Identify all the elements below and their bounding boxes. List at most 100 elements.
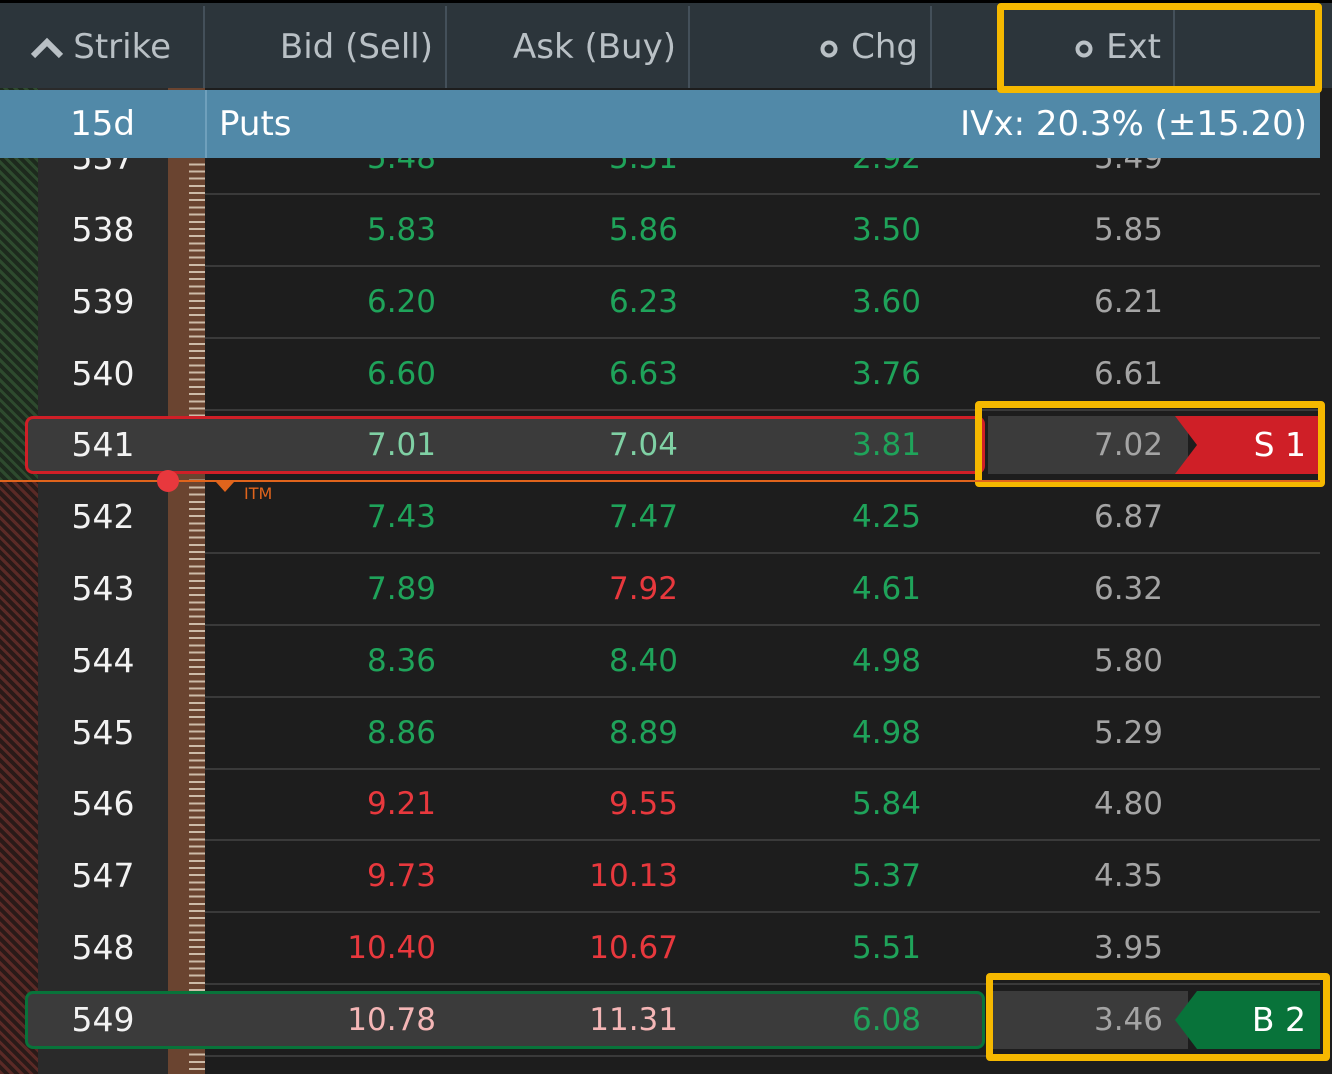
tag-fill	[1175, 990, 1320, 1049]
chg: 4.61	[851, 571, 921, 607]
itm-marker	[157, 470, 179, 492]
header-label: Chg	[851, 27, 918, 67]
chg: 6.08	[851, 1001, 921, 1038]
ruler	[168, 70, 205, 1074]
bid[interactable]: 6.60	[366, 355, 436, 392]
selected-row[interactable]	[25, 416, 985, 475]
ask[interactable]: 8.89	[608, 714, 678, 751]
itm-label: ITM	[244, 484, 273, 503]
row-separator	[205, 336, 1320, 339]
ivx-label: IVx: 20.3% (±15.20)	[960, 104, 1307, 144]
chg: 3.50	[851, 212, 921, 248]
header-ext[interactable]: Ext	[932, 6, 1175, 88]
header-bid[interactable]: Bid (Sell)	[205, 6, 447, 88]
ext: 4.80	[1093, 786, 1163, 823]
selected-row[interactable]	[25, 990, 985, 1049]
row-separator	[205, 983, 1320, 985]
order-label: S 1	[1253, 425, 1306, 465]
ext: 5.80	[1093, 642, 1163, 679]
row-separator	[205, 624, 1320, 626]
strike: 549	[71, 999, 135, 1039]
row-separator	[205, 911, 1320, 914]
expiration-bar[interactable]: 15d Puts IVx: 20.3% (±15.20)	[0, 90, 1320, 158]
bid[interactable]: 8.36	[366, 642, 436, 679]
ask[interactable]: 7.92	[608, 571, 678, 607]
chg: 3.60	[851, 283, 921, 320]
days-to-expiry: 15d	[70, 104, 135, 144]
strike: 538	[71, 210, 135, 249]
header-strike[interactable]: Strike	[0, 6, 205, 88]
chg: 5.37	[851, 858, 921, 895]
ext: 4.35	[1093, 858, 1163, 895]
ask[interactable]: 7.47	[608, 499, 678, 536]
otm-hatch	[0, 481, 38, 1074]
order-tag[interactable]: B 2	[1175, 990, 1320, 1049]
bid[interactable]: 9.21	[366, 786, 436, 823]
ask[interactable]: 5.86	[608, 212, 678, 248]
order-tag[interactable]: S 1	[1175, 416, 1320, 475]
header-ask[interactable]: Ask (Buy)	[447, 6, 690, 88]
bid[interactable]: 6.20	[366, 283, 436, 320]
ext-cell-bg	[988, 416, 1188, 475]
tag-shape	[1175, 990, 1320, 1049]
order-label: B 2	[1251, 999, 1306, 1039]
bid[interactable]: 5.83	[366, 212, 436, 248]
highlight-box	[975, 401, 1325, 488]
ext: 6.32	[1093, 571, 1163, 607]
chg: 4.25	[851, 499, 921, 536]
itm-pointer	[216, 482, 234, 492]
tag-shape	[1175, 416, 1320, 475]
ask[interactable]: 7.04	[608, 427, 678, 464]
ext-cell-bg	[988, 990, 1188, 1049]
bid[interactable]: 10.40	[347, 930, 436, 966]
header-label: Ask (Buy)	[513, 27, 676, 67]
ask[interactable]: 11.31	[589, 1001, 678, 1038]
highlight-box	[986, 972, 1330, 1061]
row-separator	[205, 408, 1320, 411]
strike: 548	[71, 928, 135, 967]
column-icon	[1075, 40, 1093, 57]
strike-column	[38, 88, 168, 1074]
chg: 5.84	[851, 786, 921, 823]
chg: 4.98	[851, 642, 921, 679]
ask[interactable]: 8.40	[608, 642, 678, 679]
chg: 5.51	[851, 930, 921, 966]
bid[interactable]: 7.43	[366, 499, 436, 536]
strike: 539	[71, 281, 135, 321]
row-separator	[205, 193, 1320, 196]
header: Strike Bid (Sell) Ask (Buy) Chg Ext	[0, 0, 1332, 88]
row-separator	[205, 1054, 1320, 1057]
bid[interactable]: 7.89	[366, 571, 436, 607]
bid[interactable]: 10.78	[347, 1001, 436, 1038]
bid[interactable]: 7.01	[366, 427, 436, 464]
header-chg[interactable]: Chg	[690, 6, 932, 88]
ask[interactable]: 10.13	[589, 858, 678, 895]
row-separator	[205, 767, 1320, 770]
row-separator	[205, 265, 1320, 267]
ask[interactable]: 6.63	[608, 355, 678, 392]
row-separator	[205, 695, 1320, 698]
tag-fill	[1175, 416, 1320, 475]
bid[interactable]: 8.86	[366, 714, 436, 751]
ask[interactable]: 6.23	[608, 283, 678, 320]
ext: 5.85	[1093, 212, 1163, 248]
itm-line	[0, 480, 1320, 482]
strike: 547	[71, 856, 135, 896]
ext: 5.29	[1093, 714, 1163, 751]
chg: 3.81	[851, 427, 921, 464]
bid[interactable]: 9.73	[366, 858, 436, 895]
row-separator	[205, 839, 1320, 842]
ask[interactable]: 9.55	[608, 786, 678, 823]
ext: 7.02	[1093, 427, 1163, 464]
strike: 546	[71, 784, 135, 824]
header-label: Bid (Sell)	[279, 27, 433, 67]
strike: 542	[71, 497, 135, 537]
ask[interactable]: 10.67	[589, 930, 678, 966]
ext: 6.61	[1093, 355, 1163, 392]
ruler-ticks	[189, 70, 205, 1074]
side-label: Puts	[219, 104, 292, 144]
divider	[205, 90, 207, 158]
column-icon	[820, 40, 838, 57]
sort-arrow	[30, 37, 64, 59]
